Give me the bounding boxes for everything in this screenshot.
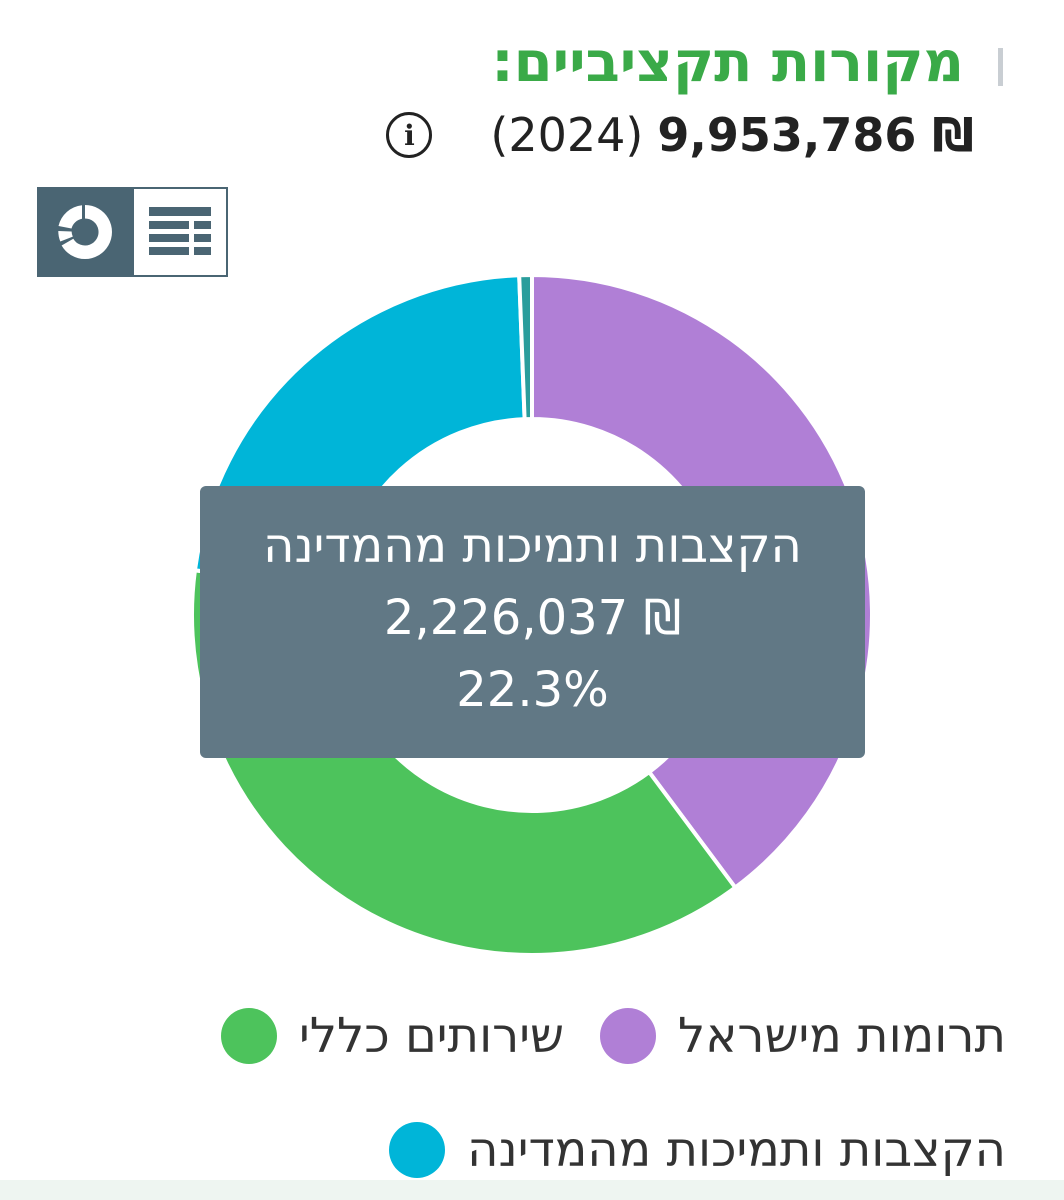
tooltip-percent: 22.3%: [456, 662, 609, 718]
legend-label: הקצבות ותמיכות מהמדינה: [467, 1122, 1006, 1178]
donut-chart-icon: [58, 205, 113, 259]
total-year: (2024): [490, 108, 644, 162]
bottom-strip: [0, 1180, 1064, 1200]
table-view-button[interactable]: [131, 189, 226, 275]
legend-label: תרומות מישראל: [677, 1008, 1006, 1064]
view-toggle: [37, 187, 228, 277]
legend-item-state-allocations[interactable]: הקצבות ותמיכות מהמדינה: [389, 1122, 1006, 1178]
page-title: מקורות תקציביים:: [491, 30, 964, 95]
tooltip-amount: 2,226,037 ₪: [383, 590, 682, 646]
info-icon[interactable]: i: [386, 112, 433, 158]
chart-tooltip: הקצבות ותמיכות מהמדינה 2,226,037 ₪ 22.3%: [200, 486, 865, 758]
legend-swatch: [221, 1008, 278, 1064]
legend-label: שירותים כללי: [299, 1008, 564, 1064]
legend-swatch: [389, 1122, 446, 1178]
legend-swatch: [599, 1008, 656, 1064]
total-amount: 9,953,786 ₪: [657, 108, 974, 162]
donut-view-button[interactable]: [39, 189, 132, 275]
legend-item-general-services[interactable]: שירותים כללי: [221, 1008, 564, 1064]
legend-item-donations-israel[interactable]: תרומות מישראל: [599, 1008, 1006, 1064]
table-view-icon: [148, 207, 211, 255]
tooltip-label: הקצבות ותמיכות מהמדינה: [263, 518, 802, 574]
donut-slice[interactable]: [517, 272, 534, 422]
header-divider: [998, 48, 1003, 86]
total-budget-row: 9,953,786 ₪ (2024) i: [386, 100, 974, 170]
